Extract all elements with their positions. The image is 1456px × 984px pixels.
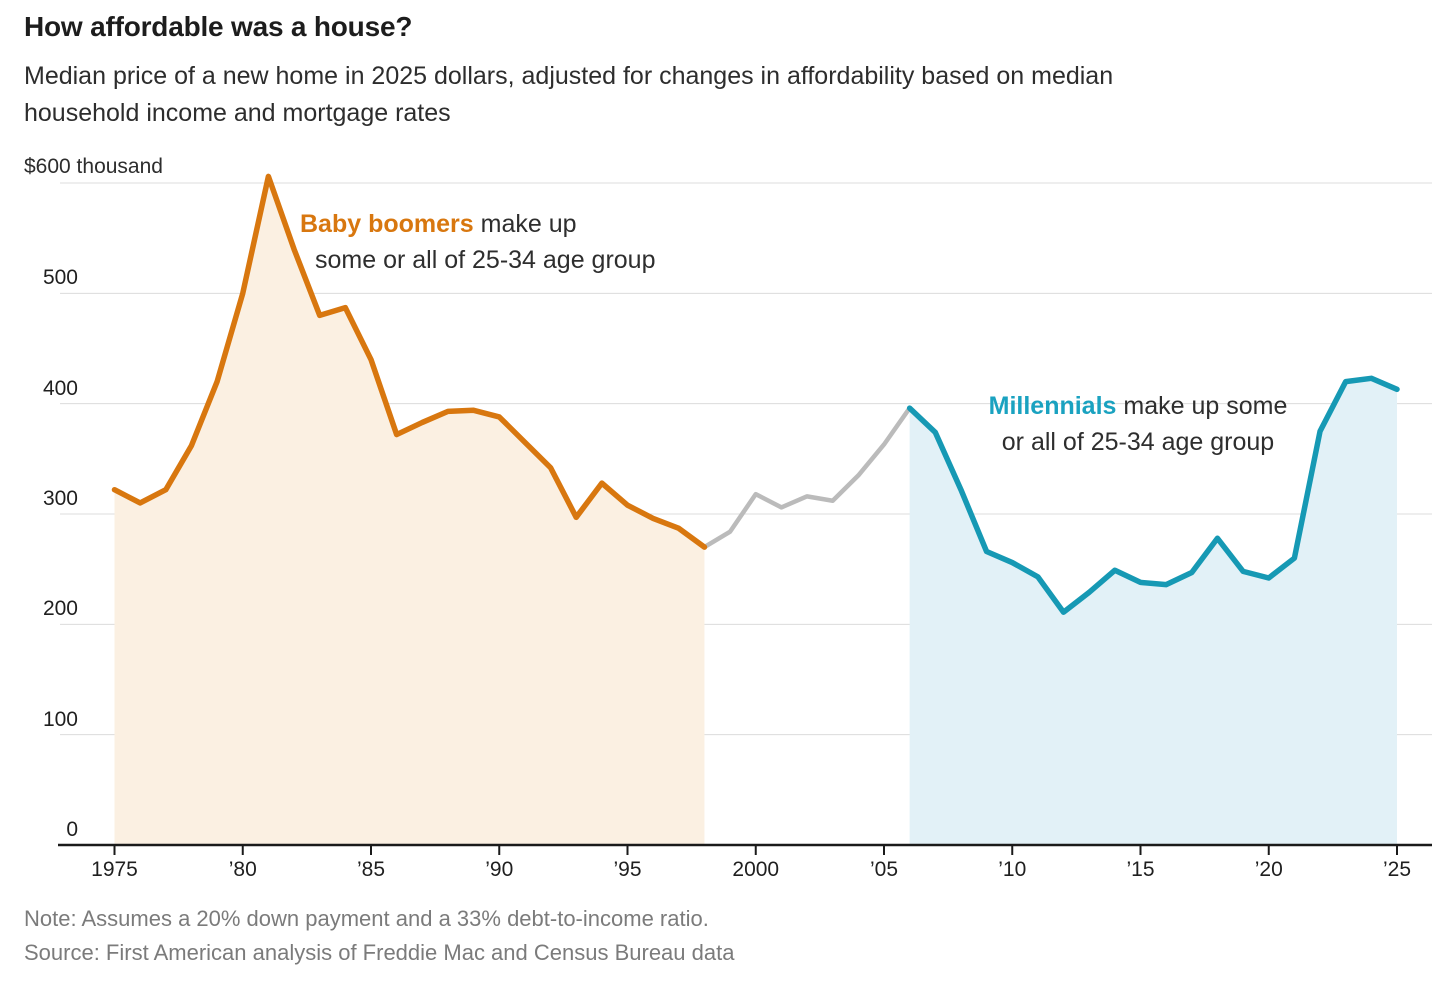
annotation-baby-boomers-rest: make up [473, 210, 577, 238]
chart-note: Note: Assumes a 20% down payment and a 3… [24, 906, 709, 931]
series-area-boomers [114, 176, 705, 845]
chart-subtitle-line2: household income and mortgage rates [24, 99, 451, 127]
annotation-baby-boomers-line1: Baby boomers make up [300, 206, 656, 242]
series-line-millennials [906, 375, 1400, 615]
chart-source: Source: First American analysis of Fredd… [24, 940, 735, 965]
series-line-boomers [111, 173, 708, 550]
annotation-millennials: Millennials make up some or all of 25-34… [962, 388, 1314, 460]
series-line-transition [702, 405, 912, 550]
page-title: How affordable was a house? [24, 11, 413, 42]
annotation-baby-boomers-bold: Baby boomers [300, 210, 474, 238]
annotation-millennials-bold: Millennials [988, 392, 1117, 420]
annotation-baby-boomers: Baby boomers make up some or all of 25-3… [300, 206, 656, 278]
annotation-millennials-rest: make up some [1116, 392, 1288, 420]
y-axis-unit-label: $600 thousand [24, 155, 163, 178]
chart-subtitle: Median price of a new home in 2025 dolla… [24, 58, 1113, 132]
annotation-millennials-line1: Millennials make up some [962, 388, 1314, 424]
annotation-millennials-line2: or all of 25-34 age group [1001, 428, 1275, 456]
chart-subtitle-line1: Median price of a new home in 2025 dolla… [24, 62, 1114, 90]
series-area-millennials [909, 378, 1397, 845]
annotation-baby-boomers-line2: some or all of 25-34 age group [315, 246, 656, 274]
